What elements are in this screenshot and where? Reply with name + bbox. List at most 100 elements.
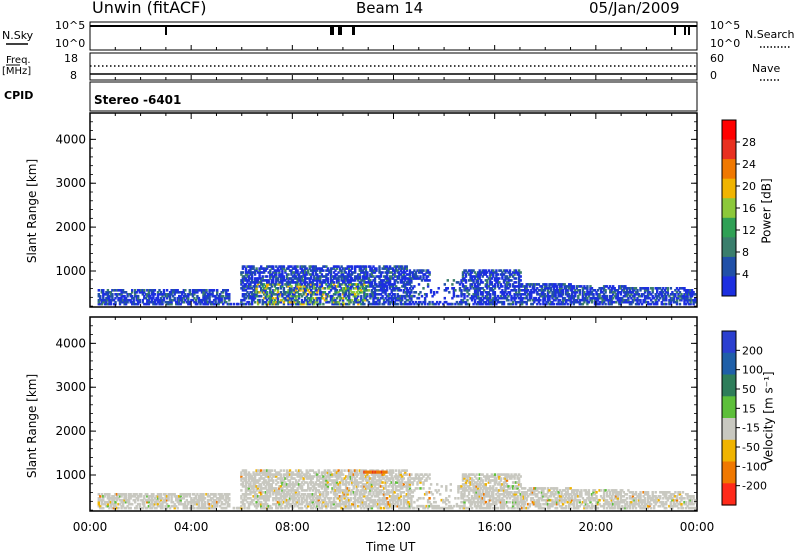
velocity-echo-cell — [320, 477, 324, 480]
power-echo-cell — [367, 283, 371, 286]
velocity-echo-cell — [176, 498, 179, 502]
velocity-echo-cell — [335, 475, 339, 478]
velocity-echo-cell — [300, 497, 304, 500]
nave-label: Nave — [752, 62, 781, 75]
velocity-echo-cell — [269, 469, 272, 472]
velocity-echo-cell — [396, 498, 399, 502]
velocity-echo-cell — [317, 471, 320, 474]
power-echo-cell — [199, 298, 202, 302]
power-echo-cell — [656, 294, 659, 298]
power-echo-cell — [376, 302, 380, 306]
power-echo-cell — [308, 291, 311, 294]
velocity-echo-cell — [279, 487, 283, 490]
velocity-echo-cell — [376, 498, 380, 502]
power-echo-cell — [521, 285, 524, 288]
velocity-echo-cell — [369, 504, 372, 508]
power-echo-cell — [413, 275, 416, 278]
power-echo-cell — [425, 279, 428, 282]
power-echo-cell — [340, 289, 343, 292]
power-echo-cell — [244, 279, 248, 282]
power-echo-cell — [376, 298, 380, 302]
velocity-echo-cell — [200, 506, 204, 510]
velocity-echo-cell — [398, 469, 401, 472]
power-echo-cell — [366, 281, 369, 284]
velocity-echo-cell — [348, 471, 351, 474]
power-echo-cell — [375, 300, 378, 304]
power-echo-cell — [650, 302, 653, 306]
power-echo-cell — [191, 291, 195, 294]
power-echo-cell — [360, 283, 363, 286]
velocity-echo-cell — [354, 498, 357, 502]
power-echo-cell — [256, 300, 260, 304]
velocity-echo-cell — [325, 477, 328, 480]
power-echo-cell — [381, 289, 384, 292]
power-echo-cell — [311, 296, 314, 300]
velocity-echo-cell — [346, 493, 349, 496]
power-echo-cell — [687, 291, 691, 294]
power-echo-cell — [590, 300, 594, 304]
velocity-echo-cell — [208, 504, 211, 508]
power-echo-cell — [481, 287, 484, 290]
velocity-echo-cell — [317, 469, 320, 472]
velocity-echo-cell — [390, 471, 393, 474]
velocity-echo-cell — [266, 471, 269, 474]
power-echo-cell — [624, 298, 627, 302]
velocity-echo-cell — [305, 506, 308, 510]
velocity-echo-cell — [370, 506, 374, 510]
power-echo-cell — [481, 281, 484, 284]
power-echo-cell — [612, 293, 615, 296]
velocity-echo-cell — [379, 481, 383, 484]
velocity-echo-cell — [308, 487, 311, 490]
velocity-echo-cell — [388, 500, 392, 504]
power-echo-cell — [388, 267, 392, 270]
power-echo-cell — [580, 285, 583, 288]
velocity-echo-cell — [123, 506, 126, 510]
velocity-echo-cell — [392, 489, 395, 492]
power-echo-cell — [662, 302, 665, 306]
power-echo-cell — [364, 298, 368, 302]
velocity-echo-cell — [276, 491, 280, 494]
power-echo-cell — [364, 293, 368, 296]
power-echo-cell — [492, 298, 495, 302]
power-echo-cell — [581, 289, 585, 292]
power-echo-cell — [304, 296, 307, 300]
velocity-echo-cell — [161, 506, 164, 510]
power-echo-cell — [486, 302, 489, 306]
velocity-echo-cell — [369, 489, 372, 492]
velocity-echo-cell — [294, 489, 298, 492]
power-echo-cell — [100, 289, 103, 292]
power-echo-cell — [302, 293, 305, 296]
velocity-echo-cell — [313, 483, 316, 486]
power-echo-cell — [639, 289, 642, 292]
power-echo-cell — [557, 294, 560, 298]
velocity-echo-cell — [370, 479, 374, 482]
power-echo-cell — [605, 298, 609, 302]
velocity-echo-cell — [335, 497, 339, 500]
power-echo-cell — [659, 287, 662, 290]
power-echo-cell — [592, 293, 595, 296]
power-echo-cell — [279, 265, 283, 268]
velocity-echo-cell — [267, 487, 270, 490]
power-echo-cell — [313, 275, 316, 278]
power-echo-cell — [355, 277, 358, 280]
power-echo-cell — [279, 273, 283, 276]
power-echo-cell — [313, 269, 316, 272]
power-echo-cell — [499, 283, 503, 286]
velocity-echo-cell — [214, 502, 217, 506]
power-echo-cell — [337, 271, 340, 274]
velocity-echo-cell — [388, 469, 392, 472]
power-echo-cell — [249, 269, 252, 272]
velocity-echo-cell — [334, 485, 337, 488]
power-echo-cell — [369, 283, 372, 286]
power-echo-cell — [305, 300, 308, 304]
power-echo-cell — [320, 291, 324, 294]
power-echo-cell — [256, 281, 260, 284]
power-echo-cell — [478, 296, 481, 300]
velocity-echo-cell — [137, 495, 140, 498]
power-echo-cell — [407, 294, 410, 298]
power-echo-cell — [486, 291, 489, 294]
power-echo-cell — [490, 277, 493, 280]
power-echo-cell — [364, 277, 368, 280]
power-echo-cell — [288, 293, 292, 296]
